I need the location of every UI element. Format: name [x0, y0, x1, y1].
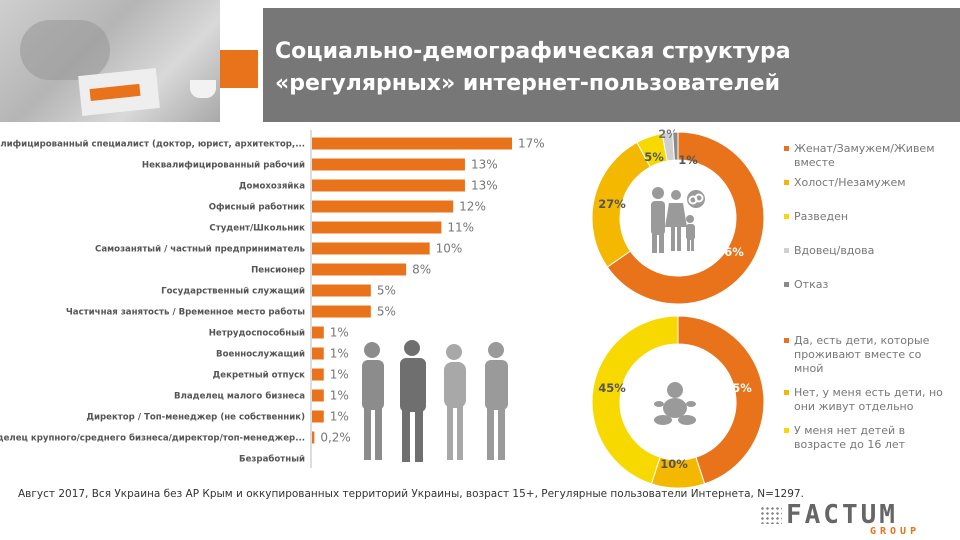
header-accent-square — [220, 50, 258, 88]
bar — [312, 242, 430, 255]
donut-slice-label: 45% — [598, 381, 626, 395]
bar-category-label: Нетрудоспособный — [209, 328, 305, 339]
logo-word: FACTUM — [786, 500, 898, 530]
bar-value-label: 1% — [330, 347, 349, 361]
children-legend: Да, есть дети, которые проживают вместе … — [784, 334, 954, 462]
bar — [312, 326, 324, 339]
bar-value-label: 11% — [447, 221, 474, 235]
bar — [312, 368, 324, 381]
bar — [312, 389, 324, 402]
bar-value-label: 10% — [436, 242, 463, 256]
wedding-rings-icon — [687, 190, 705, 208]
bar-category-label: Военнослужащий — [216, 350, 305, 360]
donut-slice-label: 45% — [724, 381, 752, 395]
page-title-line2: «регулярных» интернет-пользователей — [275, 71, 781, 96]
marital-status-legend: Женат/Замужем/Живем вместе Холост/Незаму… — [784, 142, 954, 312]
donut-slice-label: 1% — [678, 153, 698, 167]
bar-value-label: 17% — [518, 137, 545, 151]
logo-dots — [760, 506, 782, 524]
bar — [312, 179, 465, 192]
bar-category-label: Самозанятый / частный предприниматель — [95, 245, 306, 255]
bar — [312, 137, 512, 150]
legend-item-kids-together: Да, есть дети, которые проживают вместе … — [784, 334, 954, 376]
legend-item-married: Женат/Замужем/Живем вместе — [784, 142, 954, 176]
bar-value-label: 12% — [459, 200, 486, 214]
marital-status-donut: 66%27%5%2%1% — [591, 128, 765, 305]
header-photo — [0, 0, 220, 122]
bar-category-label: Квалифицированный специалист (доктор, юр… — [0, 140, 305, 150]
legend-item-refusal: Отказ — [784, 278, 954, 312]
bar-category-label: Домохозяйка — [239, 182, 305, 192]
business-people-illustration — [362, 340, 508, 462]
children-donut: 45% 10% 45% — [591, 315, 765, 489]
legend-item-divorced: Разведен — [784, 210, 954, 244]
bar-category-label: Частичная занятость / Временное место ра… — [66, 307, 305, 318]
donut-slice-label: 5% — [644, 150, 664, 164]
bar-value-label: 1% — [330, 326, 349, 340]
page-title: Социально-демографическая структура «рег… — [275, 36, 935, 100]
cup-shape — [190, 80, 216, 98]
bar-category-label: Студент/Школьник — [209, 224, 305, 234]
bar-value-label: 13% — [471, 179, 498, 193]
bar-value-label: 8% — [412, 263, 431, 277]
bar-value-label: 0,2% — [320, 431, 351, 445]
bar-value-label: 1% — [330, 368, 349, 382]
baby-icon — [654, 382, 696, 425]
donut-slice — [606, 131, 765, 305]
bar-category-label: Безработный — [239, 454, 305, 465]
bar — [312, 347, 324, 360]
bar — [312, 200, 454, 213]
bar-value-label: 5% — [377, 284, 396, 298]
donut-slice — [672, 131, 679, 161]
factum-logo: FACTUM GROUP — [760, 500, 940, 538]
bar-category-label: Пенсионер — [251, 266, 305, 276]
legend-item-single: Холост/Незамужем — [784, 176, 954, 210]
bar-category-label: Государственный служащий — [161, 287, 305, 297]
bar-value-label: 13% — [471, 158, 498, 172]
donut-slice — [591, 315, 679, 485]
logo-sub: GROUP — [870, 526, 921, 537]
hands-shape — [20, 20, 110, 80]
legend-item-no-kids: У меня нет детей в возрасте до 16 лет — [784, 424, 954, 452]
bar — [312, 410, 324, 423]
bar-value-label: 1% — [330, 410, 349, 424]
bar-category-label: Владелец крупного/среднего бизнеса/дирек… — [0, 433, 305, 444]
bar — [312, 158, 465, 171]
bar — [312, 431, 315, 444]
bar — [312, 284, 371, 297]
donut-slice-label: 66% — [716, 245, 744, 259]
bar — [312, 263, 407, 276]
bar-value-label: 1% — [330, 389, 349, 403]
page-title-line1: Социально-демографическая структура — [275, 39, 791, 64]
bar — [312, 221, 442, 234]
donut-slice-label: 10% — [660, 457, 688, 471]
footnote: Август 2017, Вся Украина без АР Крым и о… — [18, 488, 804, 500]
bar-category-label: Неквалифицированный рабочий — [142, 160, 305, 171]
family-icon — [651, 187, 705, 253]
donut-slice-label: 27% — [598, 197, 626, 211]
legend-item-kids-separately: Нет, у меня есть дети, но они живут отде… — [784, 386, 954, 414]
document-shape — [78, 68, 160, 116]
donut-slice — [677, 315, 765, 485]
bar-value-label: 5% — [377, 305, 396, 319]
occupation-bar-chart: Квалифицированный специалист (доктор, юр… — [0, 130, 545, 468]
bar-category-label: Владелец малого бизнеса — [174, 391, 305, 402]
bar-category-label: Офисный работник — [209, 202, 305, 213]
bar-category-label: Декретный отпуск — [213, 371, 306, 381]
header-band — [263, 8, 960, 122]
bar-category-label: Директор / Топ-менеджер (не собственник) — [86, 412, 305, 423]
legend-item-widowed: Вдовец/вдова — [784, 244, 954, 278]
bar — [312, 305, 371, 318]
